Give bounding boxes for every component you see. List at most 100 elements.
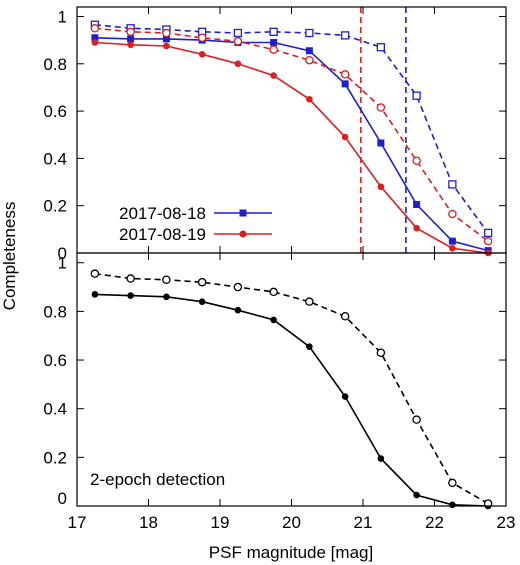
data-point bbox=[483, 236, 493, 246]
data-point bbox=[413, 224, 420, 232]
data-point bbox=[376, 43, 386, 52]
data-point bbox=[449, 244, 456, 252]
data-point bbox=[127, 41, 134, 49]
x-tick-label: 19 bbox=[211, 513, 230, 532]
y-tick-label: 0.8 bbox=[43, 302, 67, 321]
data-point bbox=[162, 275, 171, 285]
data-point bbox=[197, 33, 207, 43]
data-point bbox=[269, 45, 278, 54]
data-point bbox=[127, 292, 134, 299]
data-point bbox=[341, 133, 349, 141]
data-point bbox=[377, 183, 385, 191]
legend-marker-2 bbox=[239, 230, 247, 238]
data-point bbox=[126, 274, 135, 283]
y-tick-label: 0.2 bbox=[43, 448, 67, 467]
x-tick-label: 23 bbox=[497, 513, 516, 532]
legend: 2017-08-18 2017-08-19 bbox=[119, 204, 272, 244]
x-tick-label: 22 bbox=[425, 513, 444, 532]
data-point bbox=[448, 180, 457, 189]
y-tick-label: 0.6 bbox=[43, 102, 67, 121]
data-point bbox=[449, 501, 456, 509]
data-point bbox=[270, 72, 277, 79]
data-point bbox=[269, 27, 278, 36]
data-point bbox=[340, 70, 350, 79]
panel-annotation: 2-epoch detection bbox=[90, 470, 225, 489]
data-point bbox=[377, 455, 385, 462]
data-point bbox=[376, 348, 386, 357]
data-point bbox=[90, 269, 100, 278]
data-point bbox=[377, 139, 385, 147]
series-1 bbox=[91, 291, 492, 510]
y-tick-label: 1 bbox=[58, 254, 67, 273]
data-point bbox=[234, 306, 242, 314]
series-line bbox=[94, 27, 489, 242]
series-2 bbox=[91, 39, 492, 257]
series-2 bbox=[90, 269, 493, 508]
data-point bbox=[233, 282, 243, 292]
data-point bbox=[341, 80, 349, 88]
data-point bbox=[270, 316, 277, 324]
data-point bbox=[341, 393, 349, 400]
x-tick-label: 20 bbox=[282, 513, 301, 532]
data-point bbox=[448, 478, 457, 488]
x-tick-label: 18 bbox=[139, 513, 158, 532]
data-point bbox=[306, 95, 313, 103]
data-point bbox=[413, 491, 420, 499]
data-point bbox=[340, 311, 350, 321]
series-line bbox=[94, 293, 489, 507]
y-axis-label: Completeness bbox=[0, 202, 19, 311]
data-point bbox=[198, 51, 206, 58]
data-point bbox=[270, 38, 278, 46]
data-point bbox=[412, 91, 421, 100]
y-tick-label: 0 bbox=[58, 244, 67, 263]
data-point bbox=[162, 28, 171, 38]
data-point bbox=[340, 31, 350, 40]
data-point bbox=[197, 277, 207, 287]
x-tick-label: 17 bbox=[68, 513, 87, 532]
data-point bbox=[269, 287, 278, 297]
y-tick-label: 0.8 bbox=[43, 55, 67, 74]
data-point bbox=[305, 55, 314, 65]
series-line bbox=[94, 37, 489, 252]
data-point bbox=[413, 201, 421, 209]
legend-label-2: 2017-08-19 bbox=[119, 225, 206, 244]
y-tick-label: 0.4 bbox=[43, 149, 67, 168]
data-point bbox=[483, 499, 493, 508]
data-point bbox=[233, 37, 243, 46]
data-point bbox=[90, 24, 100, 33]
top-panel: 0 0.2 0.4 0.6 0.8 1 2017-08-18 2017-08-19 bbox=[43, 6, 507, 263]
x-axis-label: PSF magnitude [mag] bbox=[209, 543, 373, 562]
series-4 bbox=[90, 24, 493, 246]
data-point bbox=[126, 27, 135, 37]
data-point bbox=[162, 35, 170, 43]
data-point bbox=[163, 293, 170, 301]
data-point bbox=[305, 297, 314, 306]
data-point bbox=[163, 42, 170, 50]
y-tick-label: 0.4 bbox=[43, 400, 67, 419]
data-point bbox=[483, 228, 493, 238]
series-line bbox=[94, 23, 489, 234]
data-point bbox=[91, 291, 99, 298]
legend-marker-1 bbox=[239, 209, 247, 217]
data-point bbox=[91, 34, 99, 42]
data-point bbox=[412, 156, 421, 165]
bottom-panel: 0 0.2 0.4 0.6 0.8 1 17 18 19 20 21 22 23 2-epoch det… bbox=[43, 252, 516, 532]
y-tick-label: 0 bbox=[58, 489, 67, 508]
data-point bbox=[448, 237, 456, 245]
legend-entry-2: 2017-08-19 bbox=[119, 225, 272, 244]
x-tick-label: 21 bbox=[354, 513, 373, 532]
data-point bbox=[305, 28, 314, 38]
y-tick-label: 1 bbox=[58, 7, 67, 26]
data-point bbox=[376, 103, 386, 112]
data-point bbox=[127, 35, 135, 43]
data-point bbox=[233, 28, 243, 38]
series-line bbox=[94, 41, 489, 254]
data-point bbox=[412, 415, 421, 424]
legend-label-1: 2017-08-18 bbox=[119, 204, 206, 223]
data-point bbox=[198, 298, 206, 305]
series-line bbox=[94, 272, 489, 505]
data-point bbox=[234, 60, 242, 68]
data-point bbox=[91, 39, 99, 46]
data-point bbox=[448, 209, 457, 219]
